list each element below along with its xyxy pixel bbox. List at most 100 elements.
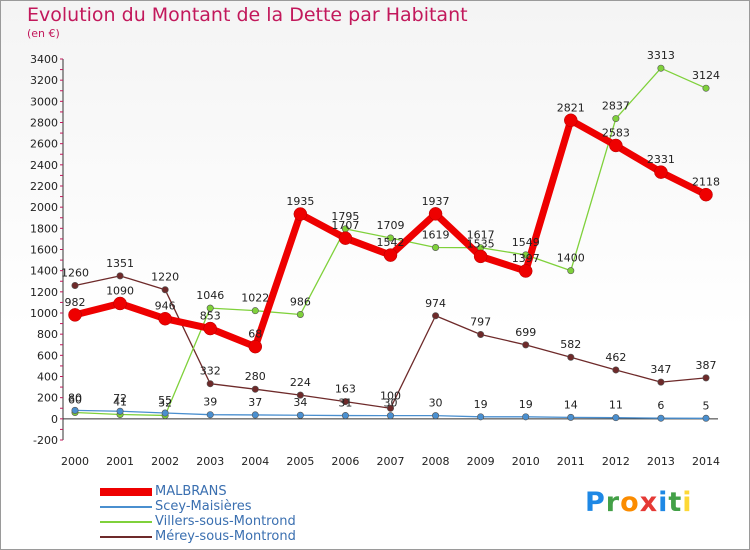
data-label: 347 [650,363,671,376]
legend-swatch [100,536,152,538]
data-label: 1090 [106,284,134,297]
data-point [567,267,575,275]
data-label: 332 [200,365,221,378]
data-point [116,272,124,280]
data-point [296,411,304,419]
data-label: 3124 [692,69,720,82]
data-label: 1935 [286,195,314,208]
data-point [71,406,79,414]
y-tick-label: 1800 [30,222,58,235]
y-tick-label: 2800 [30,117,58,130]
legend-label: Mérey-sous-Montrond [155,529,296,544]
x-tick-label: 2011 [557,455,585,468]
data-label: 5 [703,399,710,412]
proxiti-logo: Proxiti [585,487,693,518]
line-chart: -200 0 200 400 600 800 1000 1200 1400 1600 1800 200… [30,49,720,468]
data-label: 31 [338,397,352,410]
data-point [609,138,623,153]
y-tick-label: 2200 [30,180,58,193]
data-label: 1400 [557,252,585,265]
data-label: 853 [200,310,221,323]
data-label: 974 [425,297,446,310]
data-label: 19 [474,398,488,411]
data-label: 68 [248,328,262,341]
y-tick-label: 400 [37,371,58,384]
data-label: 1709 [377,219,405,232]
data-point [522,251,530,259]
logo-letter: i [658,487,669,518]
y-tick-label: 3000 [30,95,58,108]
data-label: 39 [203,396,217,409]
x-tick-label: 2010 [512,455,540,468]
data-point [477,330,485,338]
data-label: 41 [113,395,127,408]
data-point [522,341,530,349]
data-label: 1220 [151,271,179,284]
y-tick-label: 1200 [30,286,58,299]
data-point [251,411,259,419]
data-label: 72 [113,392,127,405]
legend-label: Villers-sous-Montrond [155,514,296,529]
data-point [657,64,665,72]
data-label: 2331 [647,153,675,166]
y-tick-label: 1600 [30,244,58,257]
data-point [338,231,353,245]
data-label: 34 [293,396,307,409]
data-label: 1260 [61,266,89,279]
y-tick-label: 2600 [30,138,58,151]
data-point [386,234,394,242]
y-tick-label: -200 [33,434,58,447]
data-point [612,414,620,422]
data-label: 100 [380,389,401,402]
data-point [702,374,710,382]
data-label: 1535 [467,237,495,250]
data-point [432,412,440,420]
data-point [161,286,169,294]
data-point [432,312,440,320]
logo-letter: i [682,487,693,518]
logo-letter: t [668,487,683,518]
y-tick-label: 2400 [30,159,58,172]
data-label: 1351 [106,257,134,270]
data-label: 14 [564,398,578,411]
data-point [296,391,304,399]
data-point [386,404,394,412]
x-tick-label: 2002 [151,455,179,468]
data-point [158,311,172,326]
logo-letter: r [605,487,621,518]
x-tick-label: 2008 [422,455,450,468]
data-label: 797 [470,315,491,328]
data-points [68,64,713,422]
x-tick-label: 2001 [106,455,134,468]
data-label: 55 [158,394,172,407]
axes: -200 0 200 400 600 800 1000 1200 1400 1600 1800 200… [30,53,720,468]
x-tick-label: 2014 [692,455,720,468]
data-label: 986 [290,295,311,308]
legend-swatch [100,488,152,496]
y-tick-label: 200 [37,392,58,405]
data-label: 3313 [647,49,675,62]
data-label: 32 [158,396,172,409]
x-tick-label: 2013 [647,455,675,468]
data-label: 2583 [602,126,630,139]
legend-swatch [100,521,152,523]
data-point [251,307,259,315]
y-tick-label: 2000 [30,201,58,214]
data-point [702,84,710,92]
data-point [206,411,214,419]
logo-letter: P [585,487,606,518]
data-point [567,413,575,421]
x-tick-label: 2009 [467,455,495,468]
y-tick-label: 800 [37,328,58,341]
data-point [612,115,620,123]
data-point [564,113,578,128]
legend-label: Scey-Maisières [155,499,252,514]
data-point [206,304,214,312]
data-label: 30 [429,397,443,410]
data-label: 80 [68,391,82,404]
data-point [432,243,440,251]
data-point [71,281,79,289]
y-tick-label: 600 [37,349,58,362]
data-label: 946 [155,300,176,313]
y-tick-label: 3400 [30,53,58,66]
